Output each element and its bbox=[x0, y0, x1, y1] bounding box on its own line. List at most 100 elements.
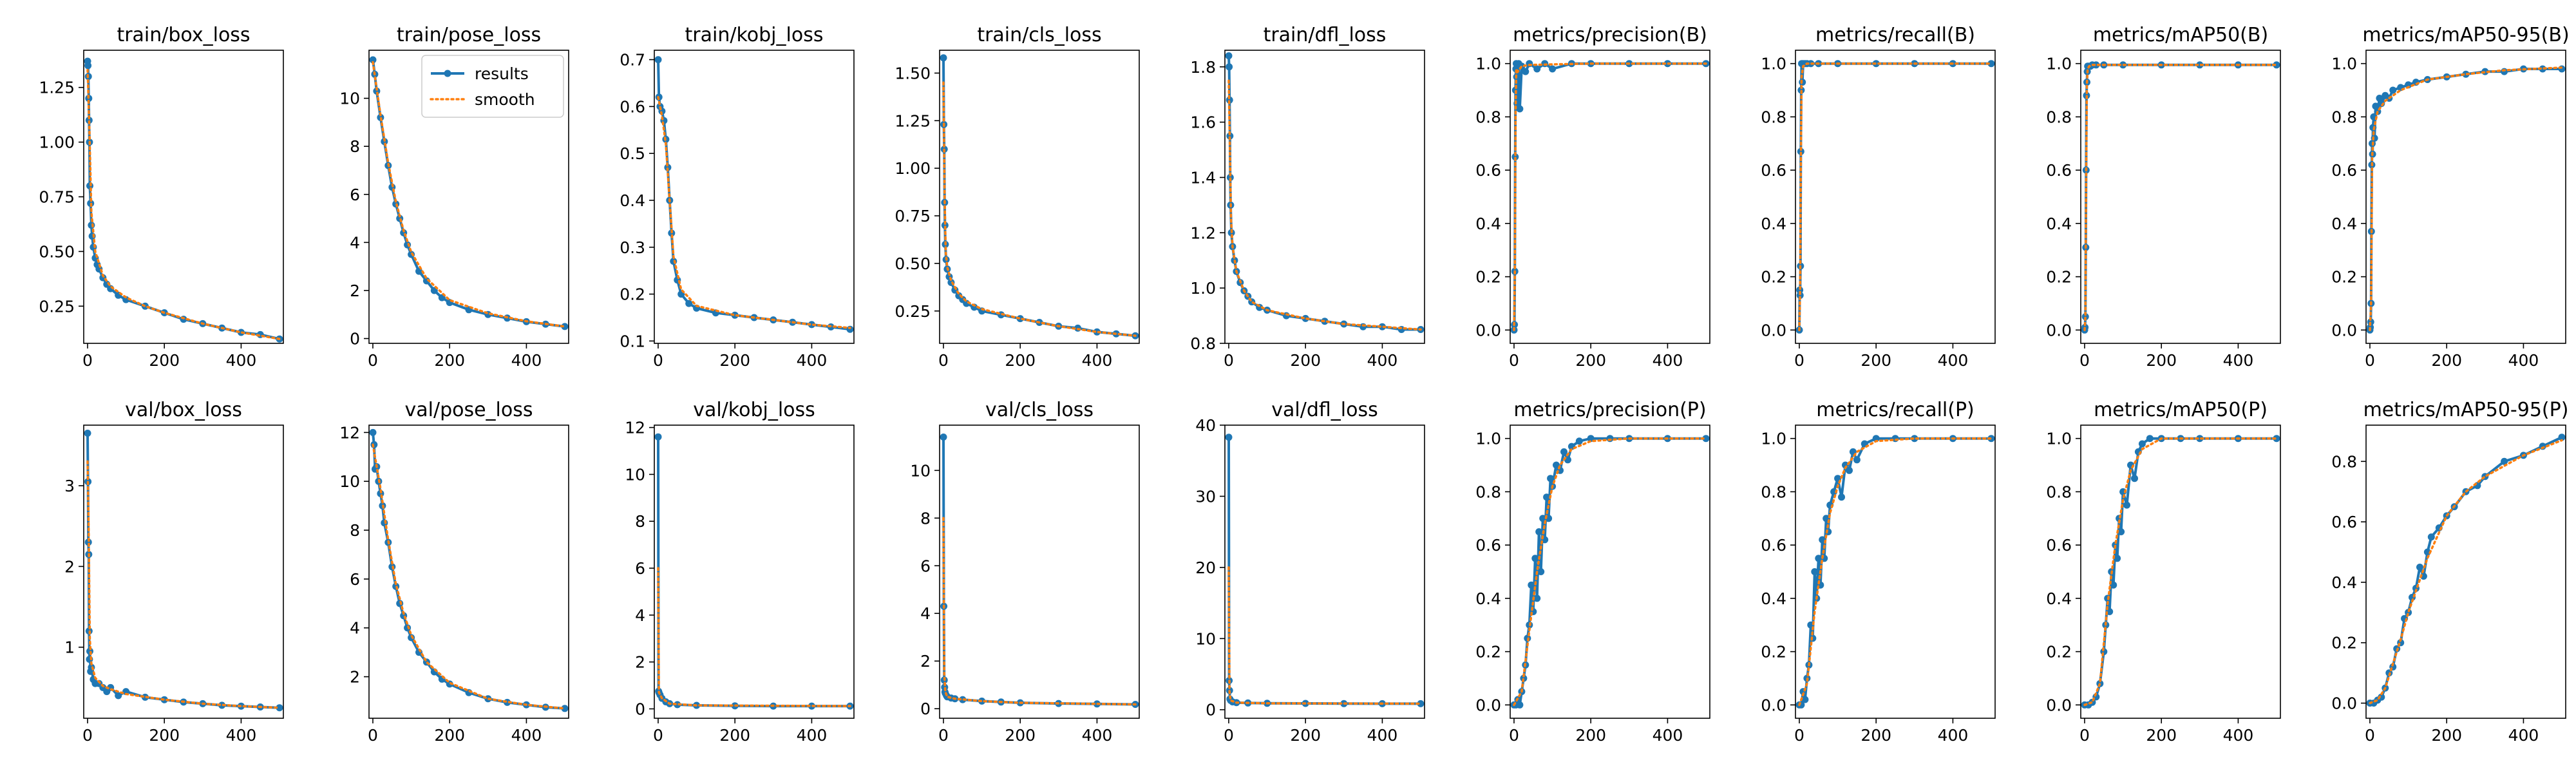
subplot-title: val/kobj_loss bbox=[693, 399, 815, 421]
y-tick-label: 0.2 bbox=[2331, 634, 2357, 653]
subplot: val/dfl_loss 0 200 400 0 10 20 30 40 bbox=[1195, 399, 1425, 745]
y-tick-label: 20 bbox=[1195, 558, 1216, 577]
smooth-line bbox=[1227, 79, 1422, 331]
subplot: metrics/recall(B) 0 200 400 0.0 0.2 0.4 0.6 0.8 1… bbox=[1761, 24, 1996, 370]
smooth-line bbox=[1513, 62, 1707, 332]
y-tick-label: 1.25 bbox=[895, 111, 931, 130]
results-point bbox=[940, 434, 947, 441]
y-tick-label: 10 bbox=[910, 461, 931, 480]
results-line bbox=[657, 437, 850, 708]
subplot: val/kobj_loss 0 200 400 0 2 4 6 8 10 12 bbox=[625, 399, 855, 745]
y-tick-label: 1.0 bbox=[2331, 55, 2357, 73]
x-tick-label: 0 bbox=[82, 726, 93, 745]
y-tick-label: 8 bbox=[920, 509, 931, 528]
x-tick-label: 0 bbox=[1509, 726, 1519, 745]
subplot-title: val/pose_loss bbox=[404, 399, 533, 421]
x-tick-label: 200 bbox=[434, 726, 465, 745]
y-tick-label: 3 bbox=[64, 477, 75, 495]
plot-area bbox=[940, 54, 1139, 339]
results-point bbox=[2389, 86, 2397, 94]
x-tick-label: 200 bbox=[1861, 351, 1891, 370]
y-tick-label: 0.8 bbox=[2331, 108, 2357, 126]
results-point bbox=[2371, 135, 2378, 142]
plot-area bbox=[940, 434, 1139, 708]
y-tick-label: 0.1 bbox=[620, 332, 645, 350]
subplot-title: val/dfl_loss bbox=[1271, 399, 1378, 421]
y-tick-label: 4 bbox=[635, 606, 645, 625]
plot-area bbox=[1225, 52, 1425, 333]
y-tick-label: 2 bbox=[350, 282, 360, 300]
plot-area bbox=[1795, 435, 1995, 709]
y-tick-label: 0.8 bbox=[2046, 482, 2072, 501]
subplot-title: metrics/recall(P) bbox=[1816, 399, 1975, 421]
y-tick-label: 0.4 bbox=[1761, 215, 1786, 233]
subplot-title: val/cls_loss bbox=[985, 399, 1094, 421]
plot-area bbox=[654, 433, 854, 710]
results-point bbox=[1553, 461, 1560, 469]
x-tick-label: 400 bbox=[797, 726, 828, 745]
subplot: metrics/mAP50(B) 0 200 400 0.0 0.2 0.4 0.6 0.8 1.… bbox=[2046, 24, 2281, 370]
results-point bbox=[1539, 515, 1547, 522]
results-point bbox=[685, 300, 693, 307]
results-point bbox=[369, 428, 377, 436]
results-point bbox=[88, 222, 95, 229]
y-tick-label: 1.2 bbox=[1190, 224, 1216, 242]
x-tick-label: 200 bbox=[2146, 726, 2177, 745]
results-point bbox=[1797, 148, 1804, 155]
y-tick-label: 4 bbox=[350, 619, 360, 638]
results-point bbox=[1528, 581, 1535, 589]
x-tick-label: 200 bbox=[1005, 351, 1036, 370]
results-point bbox=[1516, 105, 1524, 113]
y-tick-label: 1.0 bbox=[1475, 430, 1501, 448]
x-tick-label: 0 bbox=[1224, 726, 1234, 745]
x-tick-label: 0 bbox=[368, 351, 378, 370]
subplot: train/kobj_loss 0 200 400 0.1 0.2 0.3 0.4 0.5 0.6… bbox=[620, 24, 855, 370]
results-point bbox=[1549, 65, 1557, 73]
y-tick-label: 0 bbox=[350, 330, 360, 348]
subplot-title: metrics/mAP50(P) bbox=[2094, 399, 2268, 421]
subplot-title: train/cls_loss bbox=[977, 24, 1101, 46]
y-tick-label: 1.8 bbox=[1190, 58, 1216, 77]
plot-area bbox=[654, 56, 854, 333]
y-tick-label: 0.2 bbox=[2046, 268, 2072, 287]
y-tick-label: 4 bbox=[920, 604, 931, 623]
results-line bbox=[2370, 435, 2562, 705]
y-tick-label: 1.6 bbox=[1190, 113, 1216, 132]
y-tick-label: 0.6 bbox=[1761, 161, 1786, 180]
y-tick-label: 0.0 bbox=[1475, 321, 1501, 339]
x-tick-label: 0 bbox=[1509, 351, 1519, 370]
subplot: train/box_loss 0 200 400 0.25 0.50 0.75 1.00 1.2… bbox=[39, 24, 284, 370]
subplot: train/cls_loss 0 200 400 0.25 0.50 0.75 1.00 1.2… bbox=[895, 24, 1140, 370]
results-point bbox=[731, 311, 739, 319]
results-point bbox=[1378, 323, 1386, 330]
y-tick-label: 2 bbox=[64, 557, 75, 576]
results-point bbox=[2138, 440, 2146, 448]
results-point bbox=[1606, 435, 1614, 443]
plot-area bbox=[1795, 60, 1995, 334]
y-tick-label: 1.4 bbox=[1190, 168, 1216, 187]
subplot: val/cls_loss 0 200 400 0 2 4 6 8 10 bbox=[910, 399, 1140, 745]
plot-area bbox=[1510, 435, 1710, 709]
y-tick-label: 0.6 bbox=[1475, 536, 1501, 555]
results-line bbox=[1513, 62, 1706, 330]
results-line bbox=[1798, 62, 1991, 330]
results-point bbox=[2114, 555, 2121, 562]
x-tick-label: 0 bbox=[938, 351, 949, 370]
results-point bbox=[2416, 564, 2423, 571]
plot-frame bbox=[83, 50, 284, 344]
y-tick-label: 1.50 bbox=[895, 64, 931, 82]
x-tick-label: 400 bbox=[1938, 351, 1969, 370]
plot-area bbox=[1225, 434, 1425, 707]
y-tick-label: 0.6 bbox=[1761, 536, 1786, 555]
legend: results smooth bbox=[421, 55, 564, 118]
subplot: metrics/recall(P) 0 200 400 0.0 0.2 0.4 0.6 0.8 1… bbox=[1761, 399, 1996, 745]
y-tick-label: 0.8 bbox=[1190, 334, 1216, 353]
y-tick-label: 0.2 bbox=[2046, 643, 2072, 662]
subplot-title: val/box_loss bbox=[125, 399, 242, 421]
results-point bbox=[1533, 595, 1541, 602]
x-tick-label: 0 bbox=[653, 726, 663, 745]
x-tick-label: 400 bbox=[2223, 726, 2254, 745]
results-line bbox=[2369, 68, 2562, 330]
results-point bbox=[1811, 568, 1819, 575]
